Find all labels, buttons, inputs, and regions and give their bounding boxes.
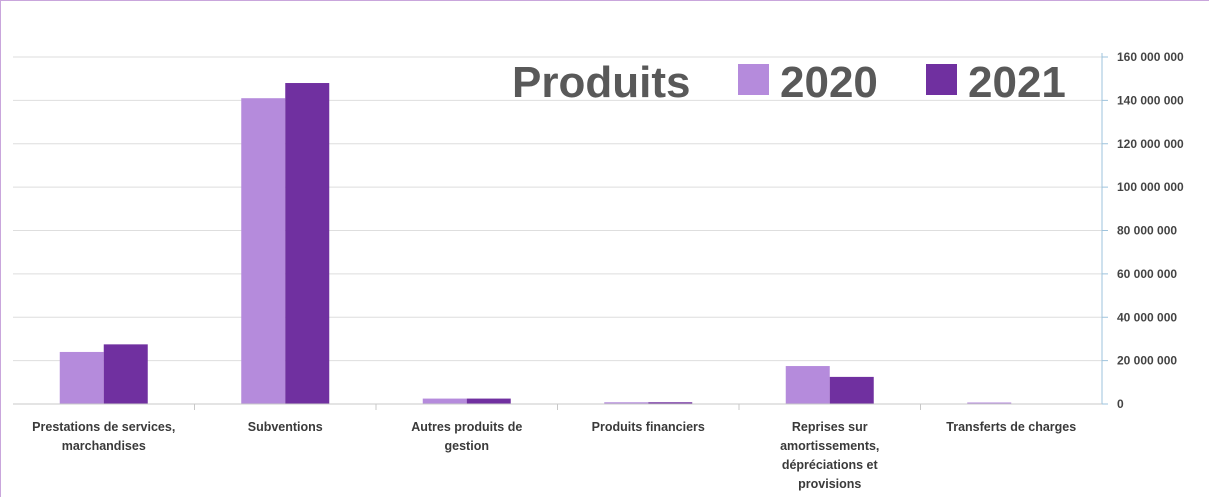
category-label-line: provisions	[798, 477, 861, 491]
category-label-line: Produits financiers	[592, 420, 705, 434]
y-tick-label: 140 000 000	[1117, 93, 1184, 107]
bar	[103, 344, 148, 404]
bar	[241, 98, 286, 405]
bar	[466, 398, 511, 404]
legend-swatch	[926, 64, 957, 95]
category-label: Autres produits de gestion	[411, 420, 522, 453]
category-label: Transferts de charges	[946, 420, 1076, 434]
bar	[829, 376, 874, 404]
category-label-line: marchandises	[62, 439, 146, 453]
bar	[59, 351, 104, 404]
gridlines	[13, 56, 1102, 362]
legend-label: 2020	[780, 58, 878, 107]
category-label: Prestations de services, marchandises	[32, 420, 175, 453]
category-label: Reprises sur amortissements, dépréciations…	[780, 420, 879, 491]
y-tick-label: 100 000 000	[1117, 180, 1184, 194]
bar	[604, 402, 649, 404]
category-label: Subventions	[248, 420, 323, 434]
y-tick-label: 40 000 000	[1117, 310, 1177, 324]
legend-label: 2021	[968, 58, 1066, 107]
chart-title: Produits	[512, 58, 690, 107]
y-tick-label: 20 000 000	[1117, 354, 1177, 368]
legend: Produits 2020 2021	[512, 58, 1066, 107]
bar	[422, 398, 467, 404]
bars	[59, 83, 1012, 405]
category-label-line: Transferts de charges	[946, 420, 1076, 434]
y-tick-label: 0	[1117, 397, 1124, 411]
y-tick-label: 60 000 000	[1117, 267, 1177, 281]
y-tick-label: 80 000 000	[1117, 224, 1177, 238]
category-label-line: amortissements,	[780, 439, 879, 453]
bar	[785, 366, 830, 404]
category-label-line: Subventions	[248, 420, 323, 434]
category-label-line: gestion	[445, 439, 489, 453]
category-labels: Prestations de services, marchandises Subv…	[32, 420, 1076, 491]
bar	[648, 402, 693, 404]
category-label-line: dépréciations et	[782, 458, 879, 472]
axes: 0 20 000 000 40 000 000 60 000 000 80 000 00…	[13, 50, 1184, 411]
category-label-line: Autres produits de	[411, 420, 522, 434]
category-label-line: Prestations de services,	[32, 420, 175, 434]
category-label: Produits financiers	[592, 420, 705, 434]
bar	[285, 83, 330, 405]
legend-swatch	[738, 64, 769, 95]
y-tick-label: 160 000 000	[1117, 50, 1184, 64]
category-label-line: Reprises sur	[792, 420, 868, 434]
y-tick-label: 120 000 000	[1117, 137, 1184, 151]
bar	[967, 402, 1012, 404]
